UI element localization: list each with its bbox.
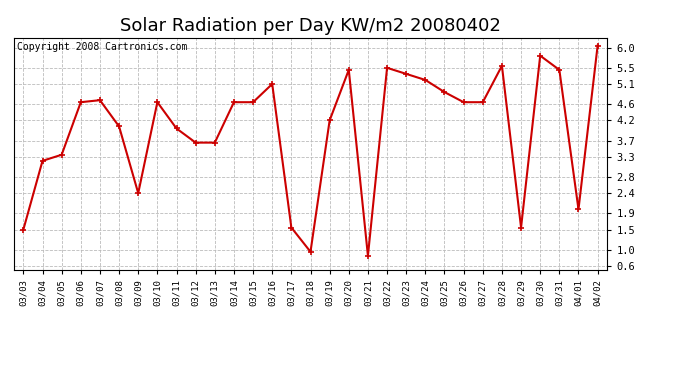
Text: Copyright 2008 Cartronics.com: Copyright 2008 Cartronics.com <box>17 42 187 52</box>
Title: Solar Radiation per Day KW/m2 20080402: Solar Radiation per Day KW/m2 20080402 <box>120 16 501 34</box>
